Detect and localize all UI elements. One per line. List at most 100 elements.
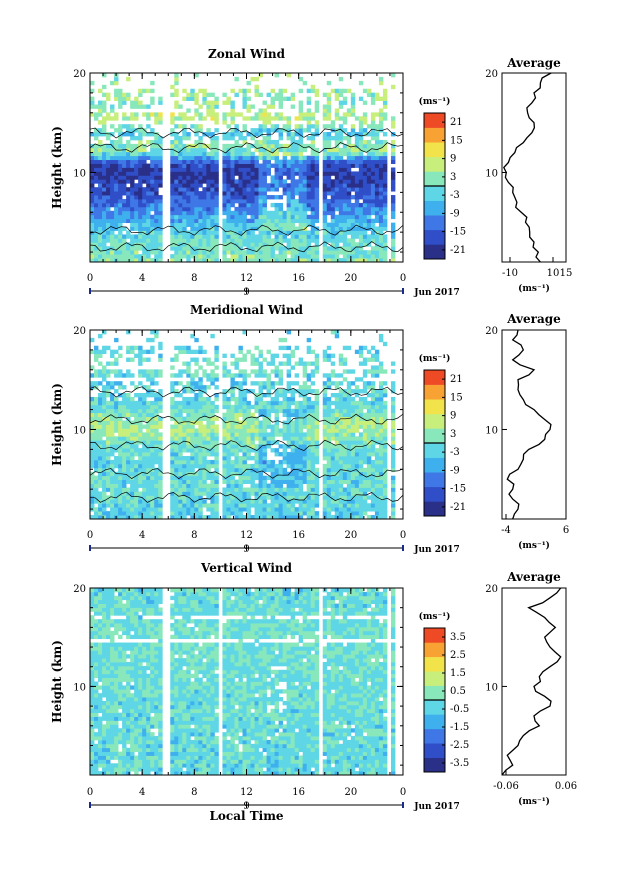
heatmap-cell (390, 167, 396, 172)
heatmap-cell (186, 503, 191, 508)
heatmap-cell (242, 206, 247, 212)
heatmap-cell (134, 210, 139, 216)
heatmap-cell (214, 175, 219, 180)
heatmap-cell (234, 448, 239, 453)
heatmap-cell (242, 487, 247, 492)
heatmap-cell (206, 195, 211, 200)
heatmap-cell (146, 448, 151, 453)
heatmap-cell (254, 147, 259, 153)
heatmap-cell (186, 218, 191, 224)
heatmap-cell (106, 361, 111, 366)
heatmap-cell (210, 147, 215, 153)
heatmap-cell (342, 456, 348, 461)
heatmap-cell (322, 139, 328, 145)
heatmap-cell (118, 218, 123, 224)
heatmap-cell (90, 88, 95, 94)
heatmap-cell (322, 357, 328, 362)
heatmap-cell (254, 432, 259, 437)
heatmap-cell (338, 100, 344, 105)
heatmap-cell (198, 234, 203, 239)
heatmap-cell (290, 179, 296, 184)
heatmap-cell (182, 147, 187, 153)
heatmap-cell (142, 163, 147, 168)
heatmap-cell (370, 210, 376, 216)
heatmap-cell (258, 444, 263, 449)
heatmap-cell (274, 495, 279, 500)
heatmap-cell (258, 171, 263, 176)
heatmap-cell (362, 258, 368, 263)
heatmap-cell (346, 495, 352, 500)
heatmap-cell (334, 202, 340, 208)
heatmap-cell (174, 202, 179, 208)
heatmap-cell (106, 511, 111, 516)
heatmap-cell (222, 151, 227, 157)
heatmap-cell (286, 73, 292, 78)
heatmap-cell (358, 202, 364, 208)
heatmap-cell (170, 483, 175, 488)
heatmap-cell (298, 515, 304, 520)
heatmap-cell (206, 187, 211, 192)
heatmap-cell (102, 389, 107, 394)
heatmap-cell (130, 202, 135, 208)
heatmap-cell (298, 503, 304, 508)
heatmap-cell (354, 179, 360, 184)
heatmap-cell (270, 487, 275, 492)
heatmap-cell (142, 147, 147, 153)
heatmap-cell (238, 202, 243, 208)
heatmap-cell (298, 179, 304, 184)
heatmap-cell (378, 167, 384, 172)
heatmap-cell (246, 424, 251, 429)
heatmap-cell (322, 436, 328, 441)
heatmap-cell (110, 80, 115, 86)
heatmap-cell (222, 258, 227, 263)
heatmap-cell (198, 88, 203, 94)
heatmap-cell (262, 246, 267, 251)
heatmap-cell (214, 246, 219, 251)
heatmap-cell (354, 187, 360, 192)
heatmap-cell (90, 104, 95, 109)
heatmap-cell (290, 183, 296, 188)
heatmap-cell (214, 373, 219, 378)
heatmap-cell (274, 242, 279, 247)
heatmap-cell (142, 471, 147, 477)
heatmap-cell (254, 381, 259, 386)
heatmap-cell (186, 179, 191, 184)
heatmap-cell (158, 250, 163, 255)
heatmap-cell (262, 357, 267, 362)
heatmap-cell (126, 515, 131, 520)
heatmap-cell (234, 479, 239, 484)
heatmap-cell (330, 471, 336, 477)
heatmap-cell (354, 377, 360, 382)
heatmap-cell (302, 242, 308, 247)
heatmap-cell (238, 230, 243, 235)
heatmap-cell (114, 246, 119, 251)
heatmap-cell (182, 191, 187, 196)
heatmap-cell (150, 471, 155, 477)
heatmap-cell (270, 467, 275, 473)
heatmap-cell (294, 436, 300, 441)
heatmap-cell (190, 463, 195, 469)
heatmap-cell (338, 412, 344, 418)
heatmap-cell (314, 448, 320, 453)
heatmap-cell (262, 167, 267, 172)
heatmap-cell (354, 183, 360, 188)
heatmap-cell (298, 507, 304, 512)
heatmap-cell (190, 456, 195, 461)
heatmap-cell (342, 357, 348, 362)
heatmap-cell (234, 424, 239, 429)
heatmap-cell (150, 349, 155, 355)
heatmap-cell (286, 452, 292, 457)
heatmap-cell (178, 432, 183, 437)
heatmap-cell (310, 404, 316, 410)
heatmap-cell (346, 424, 352, 429)
heatmap-cell (154, 511, 159, 516)
heatmap-cell (338, 459, 344, 465)
heatmap-cell (186, 175, 191, 180)
heatmap-cell (102, 330, 107, 335)
heatmap-cell (266, 258, 271, 263)
heatmap-cell (238, 396, 243, 402)
heatmap-cell (102, 171, 107, 176)
heatmap-cell (170, 373, 175, 378)
heatmap-cell (214, 408, 219, 414)
